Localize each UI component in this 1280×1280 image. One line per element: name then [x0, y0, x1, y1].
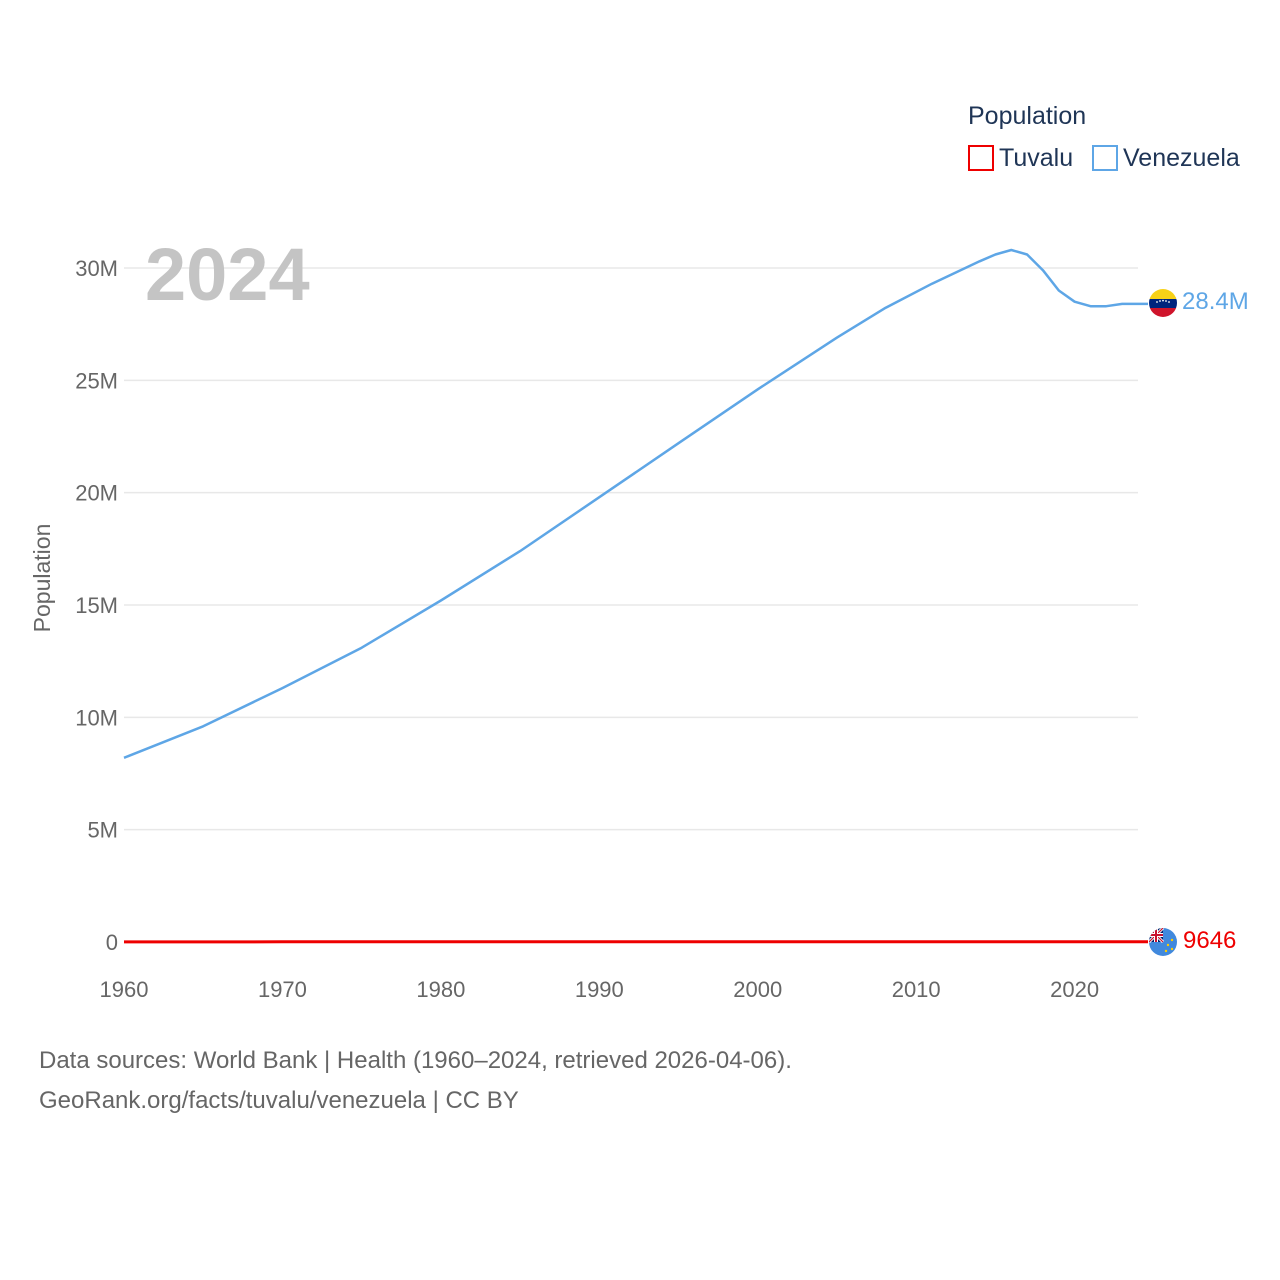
legend-swatch-venezuela[interactable]	[1092, 145, 1118, 171]
x-tick-label: 1990	[575, 977, 624, 1002]
legend-label-tuvalu[interactable]: Tuvalu	[999, 144, 1073, 172]
x-tick-label: 1980	[416, 977, 465, 1002]
y-tick-label: 20M	[75, 481, 118, 506]
y-tick-label: 25M	[75, 368, 118, 393]
legend-label-venezuela[interactable]: Venezuela	[1123, 144, 1240, 172]
x-tick-label: 1960	[100, 977, 149, 1002]
x-tick-label: 2000	[733, 977, 782, 1002]
venezuela-flag-icon	[1149, 289, 1177, 317]
tuvalu-end-label: 9646	[1183, 927, 1236, 954]
tuvalu-flag-icon	[1149, 928, 1177, 956]
venezuela-end-label: 28.4M	[1182, 288, 1249, 315]
year-label: 2024	[145, 233, 310, 316]
y-axis-label: Population	[29, 524, 55, 633]
legend-title: Population	[968, 102, 1086, 130]
y-axis-ticks: 0 5M 10M 15M 20M 25M 30M	[75, 256, 118, 955]
x-tick-label: 2020	[1050, 977, 1099, 1002]
legend-swatch-tuvalu[interactable]	[968, 145, 994, 171]
x-tick-label: 2010	[892, 977, 941, 1002]
series-line-venezuela	[123, 248, 1148, 759]
x-axis-ticks: 1960 1970 1980 1990 2000 2010 2020	[100, 977, 1100, 1002]
legend: Population Tuvalu Venezuela	[968, 102, 1240, 172]
source-line-2: GeoRank.org/facts/tuvalu/venezuela | CC …	[39, 1087, 519, 1114]
grid-lines	[124, 267, 1138, 831]
y-tick-label: 15M	[75, 593, 118, 618]
y-tick-label: 5M	[87, 818, 118, 843]
x-tick-label: 1970	[258, 977, 307, 1002]
y-tick-label: 30M	[75, 256, 118, 281]
y-tick-label: 10M	[75, 705, 118, 730]
y-tick-label: 0	[106, 930, 118, 955]
series-lines	[123, 248, 1148, 944]
source-line-1: Data sources: World Bank | Health (1960–…	[39, 1047, 792, 1074]
